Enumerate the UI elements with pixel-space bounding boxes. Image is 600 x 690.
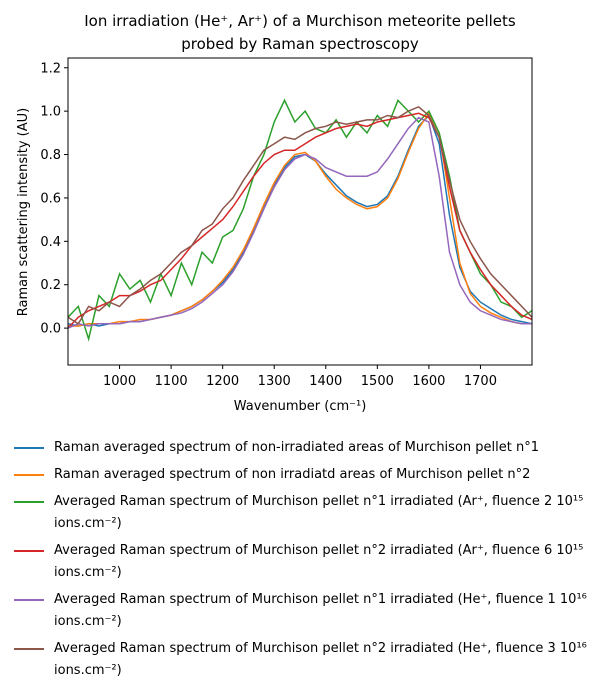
legend-label: Averaged Raman spectrum of Murchison pel… [54,494,584,531]
legend-label: Averaged Raman spectrum of Murchison pel… [54,543,584,580]
chart-title: Ion irradiation (He⁺, Ar⁺) of a Murchiso… [84,12,516,30]
legend-swatch [14,474,44,476]
x-tick-label: 1700 [464,374,497,389]
series-line [68,112,532,329]
series-line [68,116,532,329]
x-tick-label: 1600 [412,374,445,389]
legend-item: Raman averaged spectrum of non-irradiate… [14,437,594,459]
legend-swatch [14,501,44,503]
chart-title: probed by Raman spectroscopy [181,35,419,53]
series-line [68,105,532,325]
legend-item: Averaged Raman spectrum of Murchison pel… [14,540,594,584]
x-tick-label: 1200 [206,374,239,389]
y-tick-label: 0.4 [40,235,61,250]
legend: Raman averaged spectrum of non-irradiate… [14,437,594,687]
y-tick-label: 1.0 [40,105,61,120]
legend-label: Averaged Raman spectrum of Murchison pel… [54,592,587,629]
legend-swatch [14,599,44,601]
y-axis-label: Raman scattering intensity (AU) [16,108,31,316]
y-tick-label: 0.2 [40,278,61,293]
x-tick-label: 1000 [103,374,136,389]
x-tick-label: 1300 [258,374,291,389]
x-tick-label: 1400 [309,374,342,389]
y-tick-label: 0.6 [40,191,61,206]
legend-swatch [14,550,44,552]
legend-item: Averaged Raman spectrum of Murchison pel… [14,589,594,633]
legend-swatch [14,447,44,449]
chart: Ion irradiation (He⁺, Ar⁺) of a Murchiso… [16,12,533,414]
legend-item: Raman averaged spectrum of non irradiatd… [14,464,594,486]
legend-label: Raman averaged spectrum of non-irradiate… [54,440,539,455]
y-tick-label: 0.8 [40,148,61,163]
x-tick-label: 1100 [155,374,188,389]
legend-label: Raman averaged spectrum of non irradiatd… [54,467,531,482]
series-line [68,98,532,342]
legend-swatch [14,648,44,650]
plot-frame [67,57,533,366]
legend-item: Averaged Raman spectrum of Murchison pel… [14,491,594,535]
x-tick-label: 1500 [361,374,394,389]
y-tick-label: 1.2 [40,61,61,76]
x-axis-label: Wavenumber (cm⁻¹) [234,399,367,414]
y-tick-label: 0.0 [40,322,61,337]
legend-item: Averaged Raman spectrum of Murchison pel… [14,638,594,682]
legend-label: Averaged Raman spectrum of Murchison pel… [54,641,587,678]
series-line [68,111,532,327]
